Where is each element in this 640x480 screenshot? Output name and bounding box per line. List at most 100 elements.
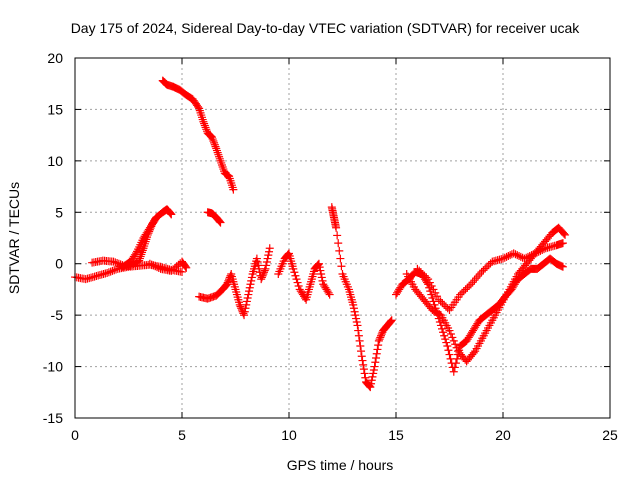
plot-frame [74, 57, 611, 419]
data-point [349, 304, 358, 313]
data-point [350, 307, 359, 316]
data-point [479, 266, 488, 275]
series-track-f [203, 208, 225, 227]
data-point [263, 254, 272, 263]
data-point [260, 266, 269, 275]
data-point [213, 148, 222, 157]
data-point [436, 297, 445, 306]
x-tick-label: 15 [388, 427, 404, 443]
data-point [359, 360, 368, 369]
data-point [336, 254, 345, 263]
series-track-d [145, 257, 191, 275]
data-point [258, 271, 267, 280]
data-point [456, 290, 465, 299]
data-point [428, 294, 437, 302]
data-point [219, 165, 228, 174]
x-tick-label: 10 [281, 427, 297, 443]
data-point [472, 274, 481, 283]
data-point [245, 283, 254, 292]
data-point [244, 290, 253, 299]
data-point [433, 292, 442, 301]
data-point [425, 278, 434, 287]
data-point [207, 133, 216, 142]
data-point [135, 254, 144, 263]
grid [75, 58, 610, 418]
data-point [438, 324, 447, 333]
data-point [182, 263, 191, 272]
data-point [352, 314, 361, 323]
data-point [444, 346, 453, 355]
data-point [434, 314, 443, 323]
data-point [259, 270, 268, 278]
data-point [445, 350, 454, 359]
x-tick-label: 5 [178, 427, 186, 443]
data-point [214, 150, 223, 159]
data-point [145, 225, 154, 234]
series-track-b [88, 205, 176, 270]
data-point [240, 307, 249, 316]
data-point [374, 341, 383, 350]
data-point [415, 266, 424, 275]
data-point [558, 262, 567, 271]
data-point [499, 254, 507, 263]
data-point [332, 223, 341, 232]
y-tick-label: 5 [55, 204, 63, 220]
data-point [208, 135, 217, 144]
series-track-i [327, 203, 396, 392]
data-point [315, 263, 324, 272]
data-point [260, 268, 269, 277]
data-point [366, 383, 375, 392]
data-point [357, 347, 366, 356]
y-tick-label: -10 [43, 359, 63, 375]
data-point [372, 349, 381, 358]
data-point [137, 250, 146, 259]
data-point [360, 369, 369, 378]
data-point [236, 302, 245, 311]
data-point [449, 367, 458, 376]
data-point [452, 343, 461, 352]
data-point [352, 318, 361, 326]
data-point [527, 251, 536, 260]
data-point [461, 285, 470, 294]
data-point [354, 331, 363, 340]
data-point [152, 213, 161, 222]
data-point [291, 271, 300, 280]
data-point [452, 354, 461, 363]
data-point [558, 239, 567, 248]
data-point [369, 369, 378, 378]
data-point [215, 216, 224, 225]
data-point [138, 248, 147, 257]
data-point [335, 246, 344, 255]
data-point [218, 163, 227, 172]
data-point [215, 217, 224, 226]
data-point [316, 266, 325, 275]
data-point [194, 102, 203, 111]
data-point [459, 287, 468, 296]
data-point [210, 138, 219, 147]
y-tick-label: 15 [47, 101, 63, 117]
data-point [257, 273, 266, 282]
data-point [317, 273, 326, 282]
data-point [367, 379, 376, 388]
data-point [349, 300, 358, 309]
data-point [154, 264, 163, 272]
data-point [448, 333, 457, 342]
data-point [254, 261, 263, 270]
data-point [438, 299, 447, 308]
data-point [215, 152, 224, 161]
data-point [357, 352, 366, 361]
data-point [359, 365, 368, 374]
data-point [520, 254, 529, 263]
data-point [253, 258, 262, 266]
data-point [229, 185, 238, 194]
data-point [247, 276, 256, 285]
data-points [71, 76, 570, 392]
data-point [474, 272, 483, 281]
data-point [466, 280, 475, 289]
data-point [532, 248, 541, 257]
data-point [387, 316, 396, 325]
data-point [104, 268, 113, 277]
data-point [136, 252, 145, 261]
data-point [212, 146, 221, 155]
